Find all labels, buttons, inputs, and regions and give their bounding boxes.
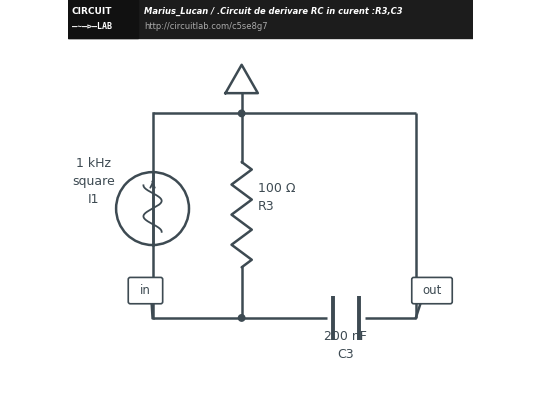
Text: out: out — [422, 284, 442, 297]
FancyBboxPatch shape — [412, 277, 453, 304]
Text: Marius_Lucan / .Circuit de derivare RC in curent :R3,C3: Marius_Lucan / .Circuit de derivare RC i… — [145, 6, 403, 16]
Bar — [68, 0, 138, 38]
Circle shape — [239, 315, 245, 321]
Circle shape — [239, 110, 245, 117]
Text: in: in — [140, 284, 151, 297]
Text: I1: I1 — [88, 193, 99, 206]
Text: http://circuitlab.com/c5se8g7: http://circuitlab.com/c5se8g7 — [145, 22, 268, 31]
Text: 1 kHz: 1 kHz — [76, 156, 111, 170]
Text: CIRCUIT: CIRCUIT — [71, 6, 112, 16]
Bar — [68, 0, 472, 38]
Text: C3: C3 — [338, 348, 354, 361]
Text: 100 Ω: 100 Ω — [258, 182, 295, 195]
Text: square: square — [72, 175, 115, 188]
Text: —∼—⊳—LAB: —∼—⊳—LAB — [71, 22, 112, 31]
Text: 200 nF: 200 nF — [325, 330, 367, 343]
Text: R3: R3 — [258, 200, 274, 213]
FancyBboxPatch shape — [129, 277, 163, 304]
